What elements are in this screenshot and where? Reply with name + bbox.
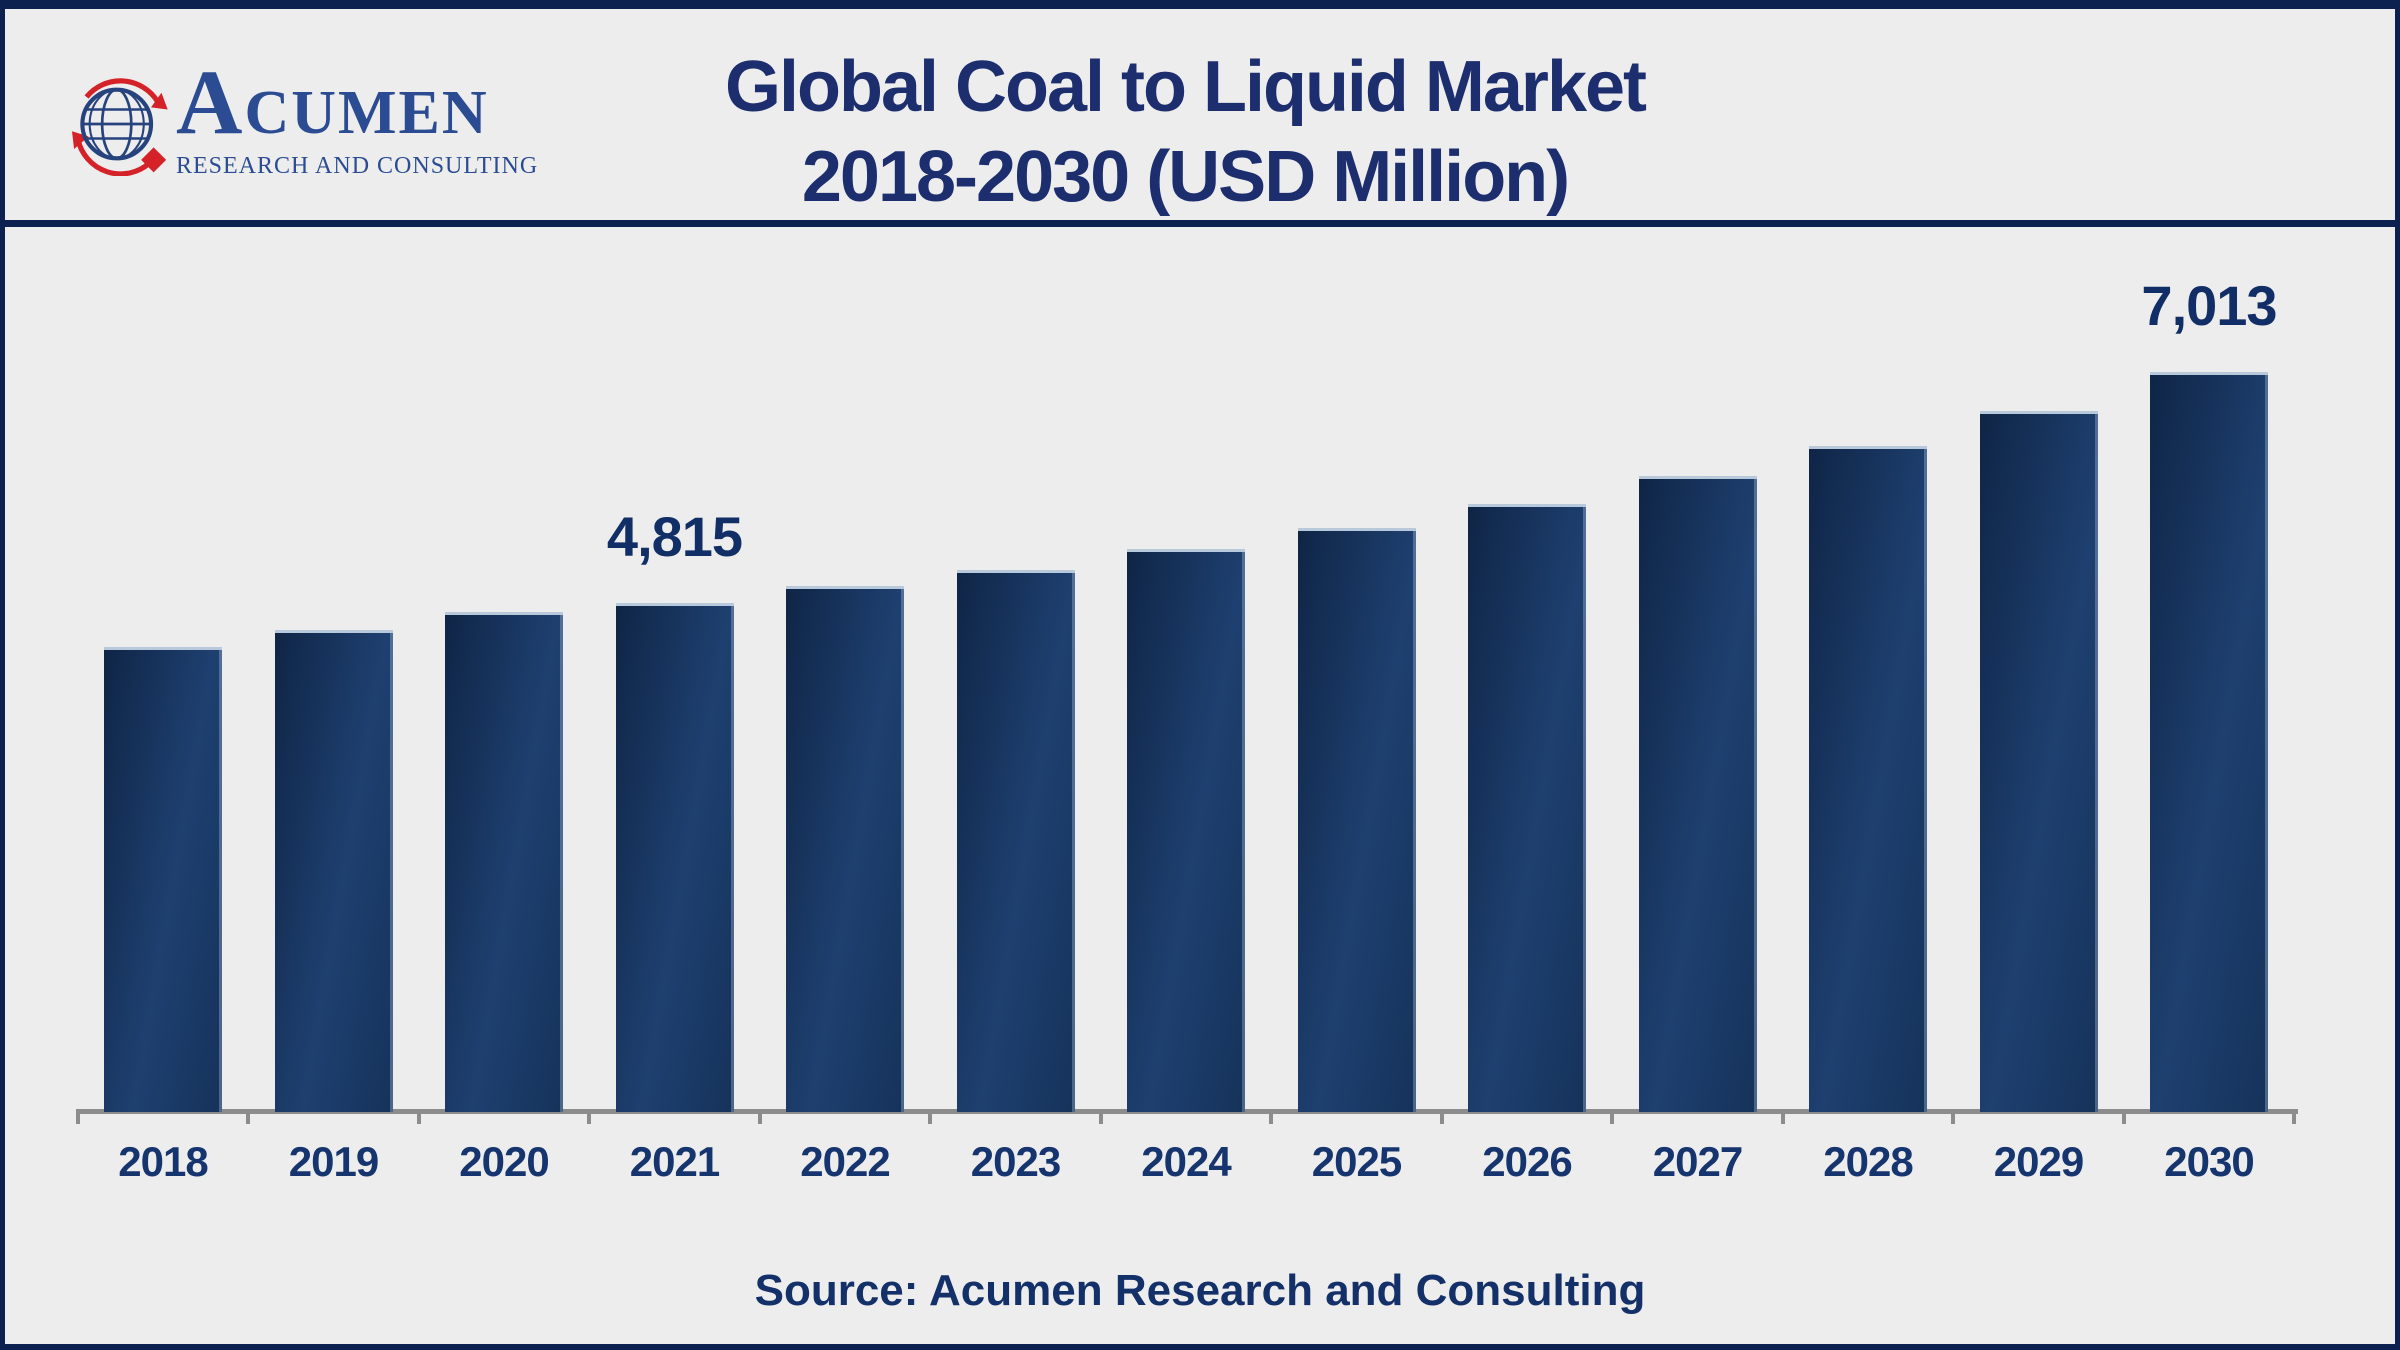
header-divider <box>0 220 2400 227</box>
x-axis-label-2027: 2027 <box>1652 1138 1743 1185</box>
axis-tick <box>928 1109 933 1124</box>
bar-2019 <box>274 630 393 1112</box>
company-logo: ACUMEN RESEARCH AND CONSULTING <box>60 51 537 182</box>
page-title-line1: Global Coal to Liquid Market <box>724 47 1647 127</box>
x-axis-label-2030: 2030 <box>2164 1138 2254 1185</box>
bar-2025 <box>1297 528 1416 1112</box>
frame-border-top <box>0 0 2400 9</box>
axis-tick <box>1951 1109 1956 1124</box>
source-value: Acumen Research and Consulting <box>929 1266 1646 1315</box>
bar-2028 <box>1809 446 1927 1112</box>
x-axis-label-2024: 2024 <box>1141 1138 1231 1185</box>
x-axis-label-2022: 2022 <box>800 1138 890 1185</box>
bar-2022 <box>786 586 904 1112</box>
globe-logo-icon <box>72 78 168 176</box>
frame-border-bottom <box>0 1344 2400 1350</box>
axis-tick <box>416 1109 421 1124</box>
frame-border-right <box>2395 0 2400 1350</box>
x-axis-label-2029: 2029 <box>1993 1138 2084 1185</box>
source-label: Source: <box>754 1266 919 1315</box>
axis-tick <box>1610 1109 1615 1124</box>
value-label-2030: 7,013 <box>2141 274 2277 337</box>
axis-tick <box>1098 1109 1103 1124</box>
x-axis-label-2018: 2018 <box>118 1138 208 1185</box>
page-title: Global Coal to Liquid Market 2018-2030 (… <box>0 42 2370 222</box>
bar-2027 <box>1638 476 1757 1112</box>
bar-2026 <box>1468 504 1586 1112</box>
bar-2018 <box>104 647 222 1112</box>
axis-tick <box>75 1109 80 1124</box>
value-label-2021: 4,815 <box>606 505 743 568</box>
axis-tick <box>2292 1109 2297 1124</box>
logo-company-name: ACUMEN <box>176 51 489 153</box>
page-title-line2: 2018-2030 (USD Million) <box>801 137 1570 217</box>
axis-tick <box>246 1109 251 1124</box>
axis-tick <box>587 1109 592 1124</box>
x-axis-label-2020: 2020 <box>459 1138 549 1185</box>
source-note: Source: Acumen Research and Consulting <box>0 1266 2400 1316</box>
x-axis-label-2021: 2021 <box>629 1138 720 1185</box>
bar-2024 <box>1127 549 1245 1112</box>
axis-tick <box>1269 1109 1274 1124</box>
bar-2030 <box>2150 372 2268 1112</box>
x-axis-label-2023: 2023 <box>970 1138 1061 1185</box>
bar-2023 <box>956 570 1075 1112</box>
x-axis-label-2025: 2025 <box>1311 1138 1402 1185</box>
x-axis-label-2028: 2028 <box>1823 1138 1913 1185</box>
frame-border-left <box>0 0 5 1350</box>
x-axis-label-2026: 2026 <box>1482 1138 1572 1185</box>
bar-2021 <box>615 603 734 1112</box>
axis-tick <box>757 1109 762 1124</box>
bar-2020 <box>445 612 563 1112</box>
axis-tick <box>1439 1109 1444 1124</box>
bar-2029 <box>1979 411 2098 1112</box>
x-axis-label-2019: 2019 <box>288 1138 379 1185</box>
axis-tick <box>2121 1109 2126 1124</box>
axis-tick <box>1780 1109 1785 1124</box>
